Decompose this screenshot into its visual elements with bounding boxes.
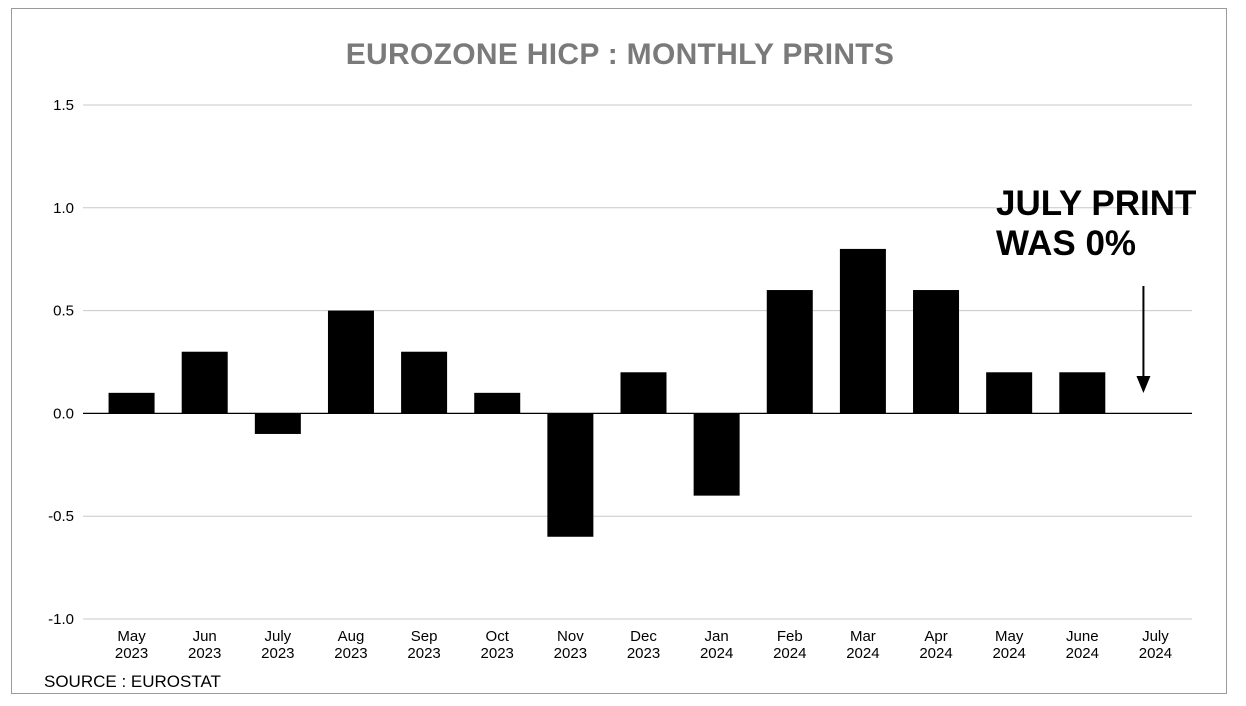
x-tick-year: 2024 [1066,645,1099,662]
x-tick-month: June [1066,628,1099,645]
x-tick-month: May [995,628,1024,645]
x-tick-year: 2023 [261,645,294,662]
annotation-line-2: WAS 0% [996,224,1137,263]
x-tick-year: 2023 [334,645,367,662]
y-tick-label: 0.0 [53,405,74,422]
x-tick-month: Jan [705,628,729,645]
x-tick-label: May 2024 [992,628,1025,662]
x-tick-label: Jun 2023 [188,628,221,662]
x-tick-month: Nov [557,628,584,645]
x-tick-month: May [117,628,146,645]
x-tick-year: 2023 [627,645,660,662]
x-tick-month: Mar [850,628,876,645]
annotation-arrow [1136,286,1151,393]
chart-title: EUROZONE HICP : MONTHLY PRINTS [345,38,895,71]
x-tick-year: 2023 [407,645,440,662]
x-tick-year: 2024 [773,645,806,662]
x-tick-month: Aug [338,628,365,645]
x-tick-label: July 2023 [261,628,294,662]
x-tick-label: Feb 2024 [773,628,806,662]
bar [254,413,301,434]
x-tick-month: July [1142,628,1169,645]
bar [1059,372,1106,414]
x-tick-year: 2023 [188,645,221,662]
y-axis-ticks: 1.5 1.0 0.5 0.0 -0.5 -1.0 [48,97,74,628]
annotation-line-1: JULY PRINT [996,184,1197,223]
x-tick-month: Jun [193,628,217,645]
bar [839,248,886,414]
annotation-text: JULY PRINT WAS 0% [996,184,1196,264]
x-tick-year: 2024 [846,645,879,662]
x-tick-label: June 2024 [1066,628,1099,662]
y-tick-label: -0.5 [48,508,74,525]
x-tick-year: 2023 [554,645,587,662]
bar [766,290,813,414]
x-tick-label: Dec 2023 [627,628,660,662]
x-tick-label: Nov 2023 [554,628,587,662]
bar [474,392,521,414]
x-tick-label: Oct 2023 [481,628,514,662]
y-tick-label: -1.0 [48,611,74,628]
bar [986,372,1033,414]
arrow-head [1136,376,1151,393]
x-tick-year: 2024 [1139,645,1172,662]
x-tick-month: July [264,628,291,645]
x-tick-label: Apr 2024 [919,628,952,662]
y-tick-label: 1.5 [53,97,74,114]
bar [327,310,374,414]
x-tick-year: 2024 [919,645,952,662]
bar [913,290,960,414]
x-tick-label: Jan 2024 [700,628,733,662]
bar [620,372,667,414]
y-tick-label: 0.5 [53,303,74,320]
bar [547,413,594,537]
source-note: SOURCE : EUROSTAT [44,672,221,691]
chart-frame [11,8,1227,694]
x-tick-year: 2023 [481,645,514,662]
x-tick-month: Sep [411,628,438,645]
gridlines [83,104,1192,620]
bars [108,248,1106,537]
x-tick-label: Mar 2024 [846,628,879,662]
bar [401,351,448,414]
x-tick-year: 2024 [992,645,1025,662]
bar [181,351,228,414]
x-tick-year: 2024 [700,645,733,662]
bar [108,392,155,414]
y-tick-label: 1.0 [53,200,74,217]
x-tick-year: 2023 [115,645,148,662]
bar [693,413,740,496]
x-tick-label: Sep 2023 [407,628,440,662]
x-tick-month: Feb [777,628,803,645]
x-tick-label: July 2024 [1139,628,1172,662]
x-tick-label: May 2023 [115,628,148,662]
x-tick-month: Oct [486,628,510,645]
x-tick-month: Apr [924,628,947,645]
x-tick-label: Aug 2023 [334,628,367,662]
x-tick-month: Dec [630,628,657,645]
